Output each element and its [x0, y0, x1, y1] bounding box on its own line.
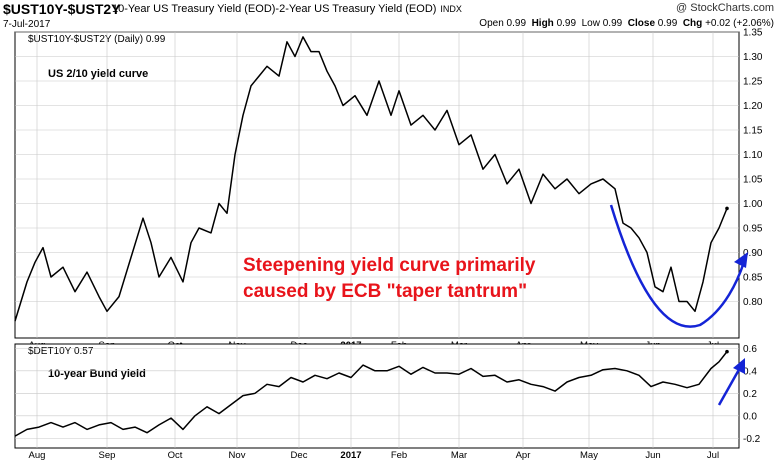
top-ytick-label-11: 1.35 — [743, 28, 763, 39]
bottom-ytick-label-1: 0.0 — [743, 411, 757, 422]
u-curve-annotation — [609, 204, 746, 328]
open-label: Open — [479, 18, 504, 29]
chart-header: $UST10Y-$UST2Y 10-Year US Treasury Yield… — [0, 0, 780, 34]
exchange-label: INDX — [440, 4, 462, 14]
bottom-series-line — [14, 351, 728, 437]
open-value: 0.99 — [506, 18, 527, 29]
ohlc-summary: Open 0.99 High 0.99 Low 0.99 Close 0.99 … — [479, 18, 774, 29]
bottom-xtick-label-6: Feb — [391, 450, 407, 461]
top-ytick-label-4: 1.00 — [743, 199, 763, 210]
bottom-ytick-label-3: 0.4 — [743, 366, 757, 377]
bottom-panel-label: 10-year Bund yield — [48, 368, 146, 380]
bottom-xtick-label-5: 2017 — [340, 450, 361, 461]
bottom-ytick-label-2: 0.2 — [743, 389, 757, 400]
chart-date: 7-Jul-2017 — [3, 19, 51, 30]
symbol-title: $UST10Y-$UST2Y — [3, 1, 121, 17]
panel-bottom: $DET10Y 0.57 10-year Bund yield -0.2 0.0 0… — [14, 343, 761, 461]
bottom-xtick-label-7: Mar — [451, 450, 467, 461]
panel-bottom-legend: $DET10Y 0.57 — [28, 346, 94, 357]
top-panel-label: US 2/10 yield curve — [48, 68, 148, 80]
headline-line2: caused by ECB "taper tantrum" — [243, 281, 527, 302]
headline-line1: Steepening yield curve primarily — [243, 255, 536, 276]
description-text: 10-Year US Treasury Yield (EOD)-2-Year U… — [112, 3, 437, 15]
low-value: 0.99 — [602, 18, 623, 29]
top-series-line — [14, 36, 728, 322]
panel-top-legend: $UST10Y-$UST2Y (Daily) 0.99 — [28, 34, 166, 45]
panel-top-frame — [14, 31, 740, 339]
symbol-description: 10-Year US Treasury Yield (EOD)-2-Year U… — [112, 3, 462, 15]
bottom-xtick-label-8: Apr — [516, 450, 531, 461]
bottom-ytick-label-4: 0.6 — [743, 344, 757, 355]
panel-top: $UST10Y-$UST2Y (Daily) 0.99 US 2/10 yiel… — [14, 28, 763, 351]
top-last-point — [725, 206, 729, 211]
arrow-head-top — [734, 252, 748, 268]
top-ytick-label-5: 1.05 — [743, 175, 763, 186]
high-label: High — [531, 18, 554, 29]
bottom-last-point — [725, 349, 729, 354]
top-ytick-label-9: 1.25 — [743, 77, 763, 88]
top-ytick-label-7: 1.15 — [743, 126, 763, 137]
bottom-xtick-label-1: Sep — [99, 450, 116, 461]
top-ytick-label-8: 1.20 — [743, 101, 763, 112]
top-ytick-label-1: 0.85 — [743, 273, 763, 284]
top-ytick-label-3: 0.95 — [743, 224, 763, 235]
arrow-head-bottom — [733, 358, 745, 374]
stockcharts-brand: @ StockCharts.com — [676, 2, 774, 14]
bottom-xtick-label-2: Oct — [168, 450, 183, 461]
bottom-xtick-label-4: Dec — [291, 450, 308, 461]
chg-label: Chg — [682, 18, 703, 29]
close-value: 0.99 — [657, 18, 678, 29]
bottom-xtick-label-10: Jun — [645, 450, 660, 461]
arrow-bottom-shaft — [717, 365, 743, 406]
top-ytick-label-2: 0.90 — [743, 248, 763, 259]
high-value: 0.99 — [556, 18, 577, 29]
top-ytick-label-6: 1.10 — [743, 150, 763, 161]
bottom-xtick-label-11: Jul — [707, 450, 719, 461]
low-label: Low — [581, 18, 600, 29]
panel-bottom-frame — [14, 343, 740, 449]
bottom-xtick-label-9: May — [580, 450, 598, 461]
top-ytick-label-0: 0.80 — [743, 297, 763, 308]
chg-value: +0.02 (+2.06%) — [705, 18, 774, 29]
bottom-xtick-label-3: Nov — [229, 450, 246, 461]
bottom-ytick-label-0: -0.2 — [743, 434, 761, 445]
top-ytick-label-10: 1.30 — [743, 52, 763, 63]
close-label: Close — [627, 18, 656, 29]
bottom-xtick-label-0: Aug — [29, 450, 46, 461]
